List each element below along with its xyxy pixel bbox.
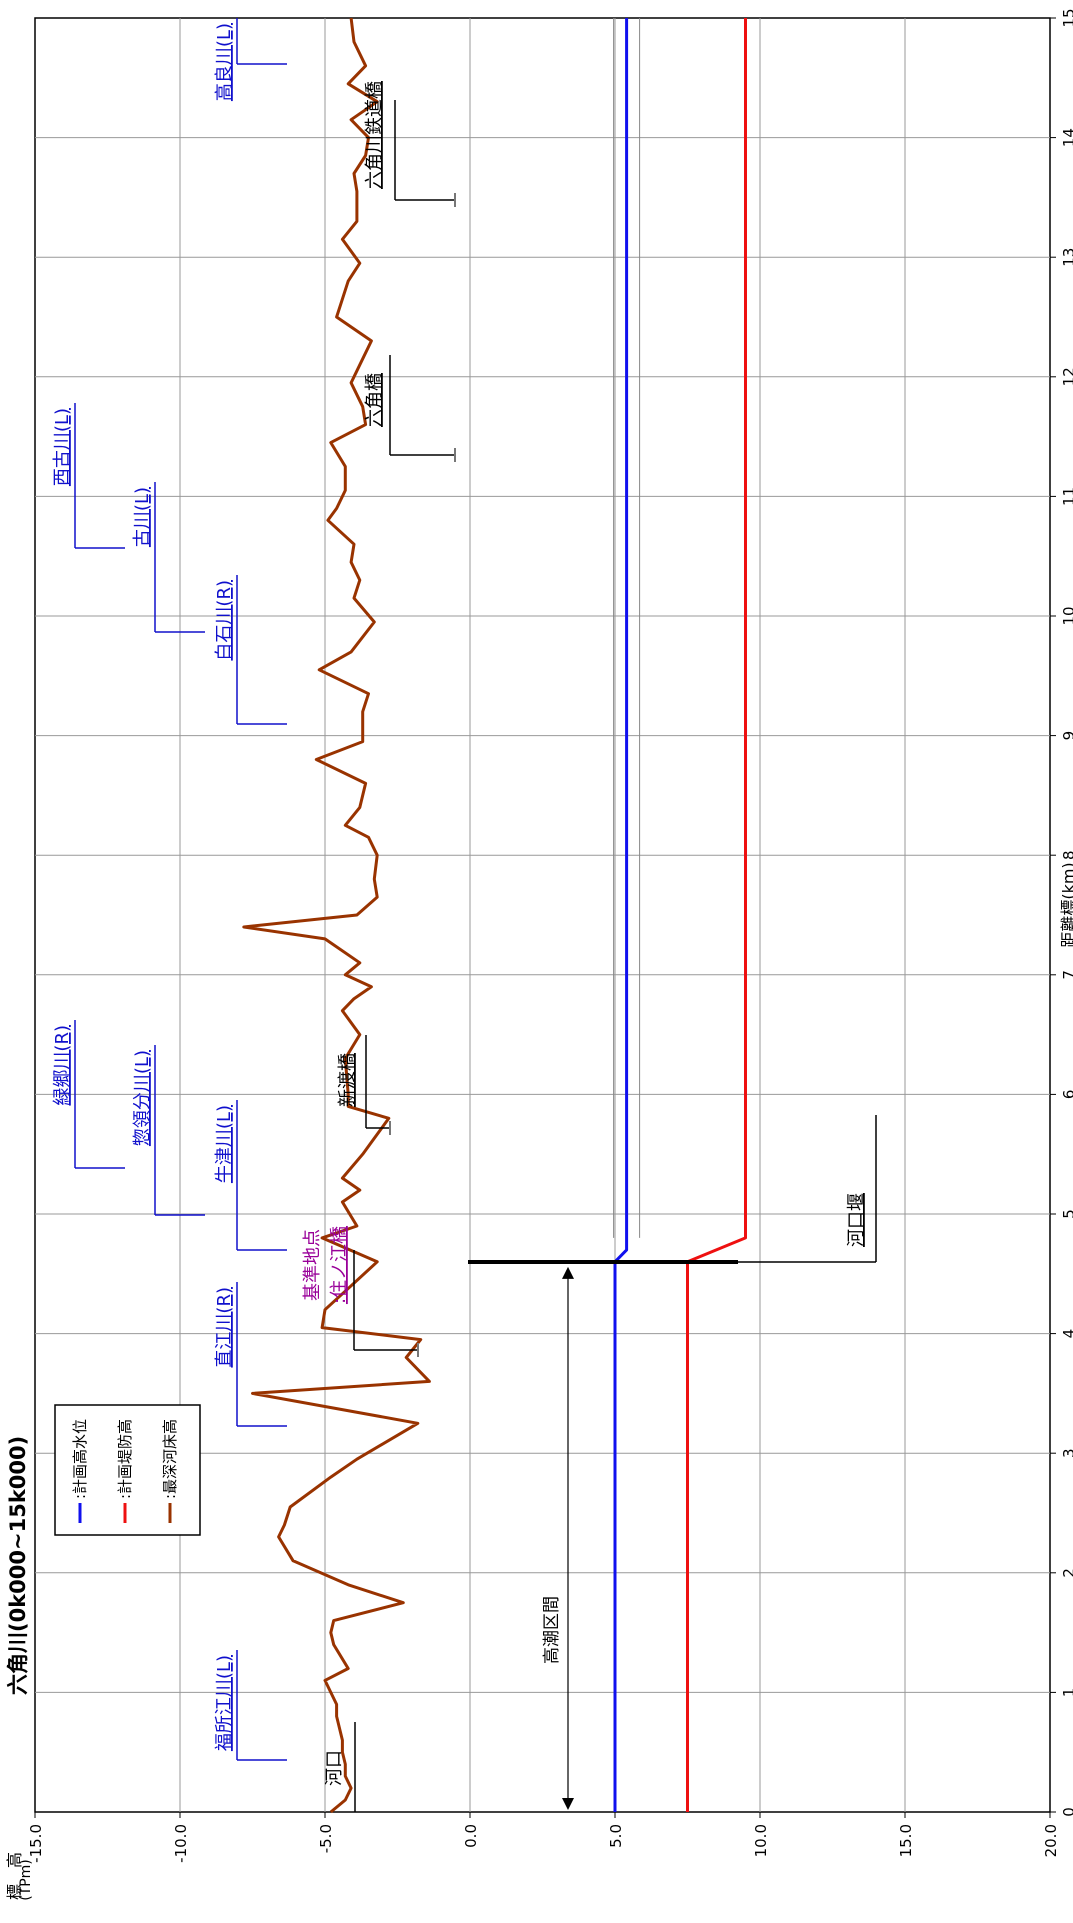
annotation-0: 河口 [324,1750,345,1786]
tick-label-km: 6 [1060,1090,1073,1100]
tick-label-elev: 0.0 [462,1824,480,1848]
annotation-14: 六角橋 [364,373,385,427]
x-axis-label: 距離標(km) [1059,862,1073,947]
annotation-5: 牛津川(L) [214,1105,235,1183]
annotation-2: 直江川(R) [214,1287,235,1368]
tick-label-elev: -15.0 [27,1824,45,1863]
annotation-6: 惣領分川(L) [132,1050,153,1146]
legend: :計画高水位 :計画堤防高 :最深河床高 [54,1404,201,1536]
tick-label-km: 3 [1060,1448,1073,1458]
annotation-11: 白石川(R) [214,580,235,661]
tick-label-km: 7 [1060,970,1073,980]
series-layer [242,17,747,1814]
tick-label-km: 10 [1060,606,1073,625]
annotation-8: 新渡橋 [337,1053,358,1107]
tick-label-km: 15 [1060,8,1073,27]
tick-label-elev: -5.0 [317,1824,335,1853]
tick-label-km: 4 [1060,1329,1073,1339]
annotation-4: :住ノ江橋 [329,1226,350,1304]
annotation-9: 河口堰 [846,1193,867,1247]
tick-label-elev: -10.0 [172,1824,190,1863]
annotation-15: 六角川鉄道橋 [364,81,385,189]
legend-label-2: :最深河床高 [161,1419,179,1499]
annotation-layer: 河口 福所江川(L) 直江川(R) 基準地点 :住ノ江橋 牛津川(L) 惣領分川(L) 緑郷川… [52,18,877,1812]
plot-frame [34,17,1051,1813]
tick-label-km: 11 [1060,487,1073,506]
annotation-10-arrow-head [562,1266,574,1279]
tick-label-km: 0 [1060,1807,1073,1817]
series-line-2 [242,17,431,1814]
annotation-7: 緑郷川(R) [52,1025,73,1106]
annotation-12: 古川(L) [132,487,153,547]
tick-label-km: 12 [1060,367,1073,386]
annotation-16: 高良川(L) [214,23,235,101]
legend-label-1: :計画堤防高 [116,1419,134,1499]
tick-label-km: 2 [1060,1568,1073,1578]
chart-title: 六角川(0k000~15k000) [6,1436,30,1695]
tick-label-km: 1 [1060,1688,1073,1698]
tick-label-elev: 20.0 [1042,1824,1060,1857]
y-axis-label: 標 高 [5,1852,24,1900]
y-axis-unit: (TPm) [18,1859,34,1901]
tick-label-km: 5 [1060,1209,1073,1219]
tick-label-km: 9 [1060,731,1073,741]
grid [34,17,1051,1813]
series-line-0 [613,18,629,1812]
annotation-10-arrow-head [562,1798,574,1810]
axes: -15.0-10.0-5.00.05.010.015.020.001234567… [5,8,1073,1900]
legend-label-0: :計画高水位 [71,1419,89,1499]
series-line-1 [686,18,747,1812]
tick-label-elev: 15.0 [897,1824,915,1857]
tick-label-km: 14 [1060,128,1073,147]
tick-label-km: 13 [1060,248,1073,267]
tick-label-elev: 10.0 [752,1824,770,1857]
annotation-3: 基準地点 [302,1229,323,1301]
annotation-10: 高潮区間 [542,1596,562,1664]
tick-label-km: 8 [1060,850,1073,860]
tick-label-elev: 5.0 [607,1824,625,1848]
annotation-1: 福所江川(L) [214,1655,235,1751]
annotation-13: 西古川(L) [52,408,73,486]
